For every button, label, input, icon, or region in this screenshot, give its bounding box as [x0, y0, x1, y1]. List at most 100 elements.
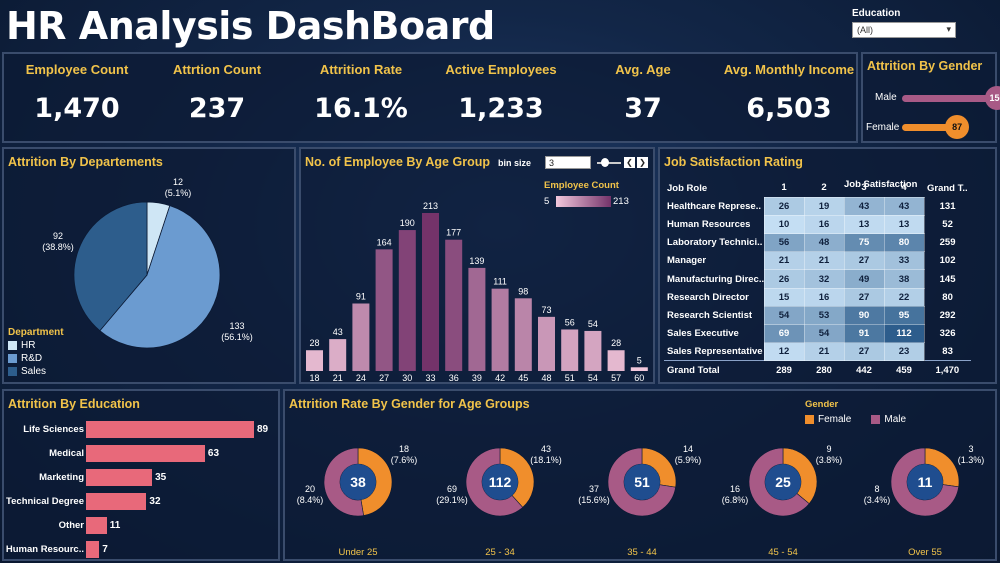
education-bar[interactable]	[86, 421, 254, 438]
age-bar[interactable]	[306, 350, 323, 371]
satisfaction-cell[interactable]: 32	[803, 269, 845, 289]
satisfaction-cell[interactable]: 21	[803, 342, 845, 362]
satisfaction-cell[interactable]: 49	[843, 269, 885, 289]
chevron-right-icon[interactable]: ❯	[637, 157, 648, 168]
satisfaction-cell[interactable]: 43	[843, 196, 885, 216]
table-row[interactable]: Research Director 15 16 27 22 80	[664, 287, 971, 307]
education-bar[interactable]	[86, 469, 153, 486]
kpi-attrition-rate: Attrition Rate 16.1%	[286, 62, 436, 124]
age-bar[interactable]	[375, 249, 393, 371]
male-bar-value: 150	[985, 86, 1000, 110]
age-tick-label: 24	[356, 373, 366, 382]
satisfaction-cell[interactable]: 13	[843, 214, 885, 235]
age-bar[interactable]	[561, 329, 579, 371]
female-bar[interactable]	[902, 124, 958, 131]
table-row[interactable]: Research Scientist 54 53 90 95 292	[664, 305, 971, 326]
table-row[interactable]: Sales Representative 12 21 27 23 83	[664, 342, 971, 362]
satisfaction-cell[interactable]: 38	[883, 269, 925, 289]
satisfaction-cell[interactable]: 16	[803, 214, 845, 235]
satisfaction-cell[interactable]: 43	[883, 196, 925, 216]
satisfaction-cell[interactable]: 48	[803, 233, 845, 253]
chevron-left-icon[interactable]: ❮	[624, 157, 635, 168]
satisfaction-cell[interactable]: 75	[843, 233, 885, 253]
age-bar[interactable]	[607, 350, 625, 371]
donut-total: 112	[489, 474, 512, 490]
female-bar-value: 87	[945, 115, 970, 139]
satisfaction-cell[interactable]: 21	[763, 251, 805, 271]
satisfaction-cell[interactable]: 54	[803, 323, 845, 344]
donut-center	[907, 464, 943, 500]
satisfaction-cell[interactable]: 54	[763, 305, 805, 326]
education-bar[interactable]	[86, 517, 107, 534]
pie-slice-rnd[interactable]	[99, 205, 221, 349]
kpi-avg-age: Avg. Age 37	[568, 62, 718, 124]
satisfaction-cell[interactable]: 80	[883, 233, 925, 253]
satisfaction-cell[interactable]: 27	[843, 251, 885, 271]
grand-total-cell: 326	[939, 328, 956, 340]
donut-male-percent: (6.8%)	[722, 495, 749, 505]
age-bar[interactable]	[538, 316, 555, 371]
male-bar[interactable]	[902, 95, 997, 102]
bin-size-input[interactable]: 3	[545, 156, 591, 169]
satisfaction-cell[interactable]: 69	[763, 323, 805, 344]
satisfaction-cell[interactable]: 13	[883, 214, 925, 235]
age-tick-label: 57	[611, 373, 621, 382]
satisfaction-cell[interactable]: 112	[883, 323, 925, 344]
age-bar[interactable]	[329, 339, 347, 371]
age-bar[interactable]	[514, 298, 532, 371]
satisfaction-cell[interactable]: 22	[883, 287, 925, 307]
satisfaction-cell[interactable]: 19	[803, 196, 845, 216]
age-bar[interactable]	[491, 288, 509, 371]
job-satisfaction-table-body: Healthcare Represe.. 26 19 43 43 131 Human Res…	[664, 196, 971, 380]
donut-male-percent: (8.4%)	[297, 495, 324, 505]
table-row[interactable]: Laboratory Technici.. 56 48 75 80 259	[664, 233, 971, 253]
age-bar[interactable]	[398, 230, 416, 371]
table-row[interactable]: Sales Executive 69 54 91 112 326	[664, 323, 971, 344]
color-legend-max: 213	[613, 196, 629, 207]
satisfaction-cell[interactable]: 15	[763, 287, 805, 307]
satisfaction-cell[interactable]: 26	[763, 196, 805, 216]
table-row[interactable]: Manager 21 21 27 33 102	[664, 251, 971, 271]
satisfaction-cell[interactable]: 27	[843, 342, 885, 362]
satisfaction-cell[interactable]: 90	[843, 305, 885, 326]
age-tick-label: 21	[333, 373, 343, 382]
bin-size-slider[interactable]	[597, 162, 621, 164]
satisfaction-cell[interactable]: 21	[803, 251, 845, 271]
education-bar[interactable]	[86, 493, 147, 510]
age-group-label: Over 55	[908, 547, 942, 558]
age-bar[interactable]	[352, 303, 370, 371]
satisfaction-cell[interactable]: 10	[763, 214, 805, 235]
age-bar[interactable]	[445, 239, 463, 371]
pie-slice-sales[interactable]	[73, 201, 148, 332]
satisfaction-cell[interactable]: 91	[843, 323, 885, 344]
education-filter[interactable]: Education (All) ▾	[852, 8, 956, 38]
column-header: 2	[821, 182, 827, 194]
satisfaction-cell[interactable]: 56	[763, 233, 805, 253]
table-row[interactable]: Human Resources 10 16 13 13 52	[664, 214, 971, 235]
table-row[interactable]: Manufacturing Direc.. 26 32 49 38 145	[664, 269, 971, 289]
department-pie-chart: 12(5.1%) 133(56.1%) 92(38.8%)	[42, 177, 253, 349]
legend-item-sales: Sales	[8, 366, 64, 377]
age-bar[interactable]	[584, 330, 602, 371]
education-bar[interactable]	[86, 445, 205, 462]
age-bar[interactable]	[468, 267, 486, 371]
chevron-down-icon[interactable]: ▾	[946, 24, 951, 34]
satisfaction-cell[interactable]: 95	[883, 305, 925, 326]
satisfaction-cell[interactable]: 27	[843, 287, 885, 307]
job-satisfaction-panel: Job Satisfaction Rating Job Satisfaction…	[658, 147, 997, 384]
slider-handle[interactable]	[601, 158, 609, 167]
satisfaction-cell[interactable]: 12	[763, 342, 805, 362]
satisfaction-cell[interactable]: 16	[803, 287, 845, 307]
education-select[interactable]: (All) ▾	[852, 22, 956, 38]
satisfaction-cell[interactable]: 33	[883, 251, 925, 271]
satisfaction-cell[interactable]: 26	[763, 269, 805, 289]
education-bar-label: Technical Degree	[6, 496, 84, 507]
column-header: 1	[781, 182, 787, 194]
age-bar[interactable]	[422, 213, 439, 371]
education-bar[interactable]	[86, 541, 100, 558]
age-bar[interactable]	[630, 367, 648, 371]
satisfaction-cell[interactable]: 53	[803, 305, 845, 326]
gender-legend-title: Gender	[805, 399, 839, 410]
table-row[interactable]: Healthcare Represe.. 26 19 43 43 131	[664, 196, 971, 216]
satisfaction-cell[interactable]: 23	[883, 342, 925, 362]
